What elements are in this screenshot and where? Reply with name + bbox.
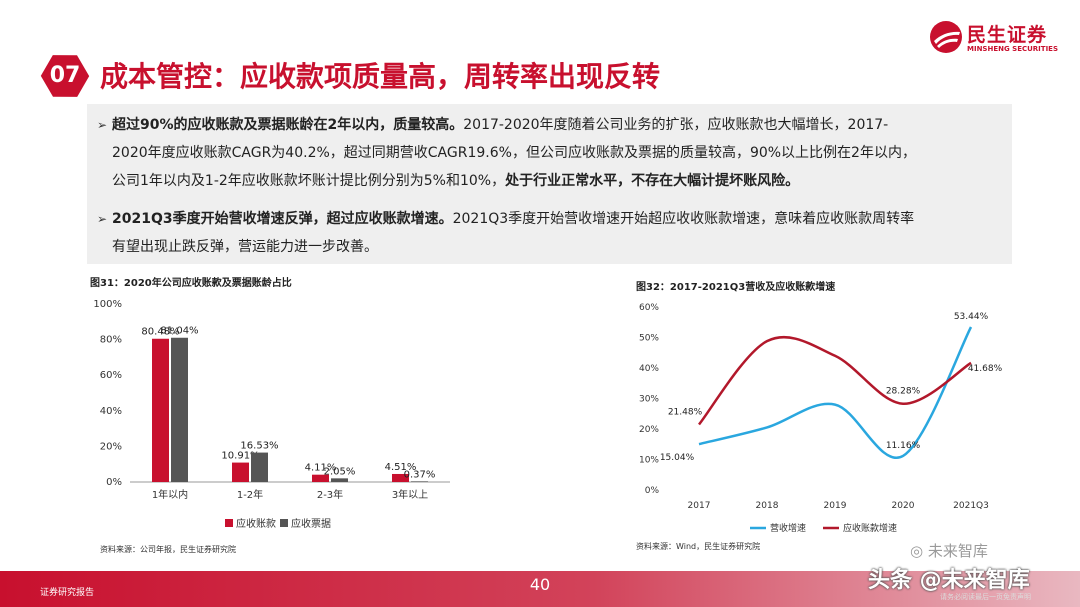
bullet-line: 超过90%的应收账款及票据账龄在2年以内，质量较高。2017-2020年度随着公… [112,111,1007,139]
y-tick-label: 10% [639,456,659,466]
bar-data-label: 2.05% [324,466,356,477]
figure-32-line-chart: 0% 10% 20% 30% 40% 50% 60% 2017 2018 2019 2020 2021… [639,303,1003,534]
y-tick-label: 0% [645,486,660,496]
brand-logo-icon [930,21,962,53]
bullet-run: 2017-2020年度随着公司业务的扩张，应收账款也大幅增长，2017- [463,117,889,133]
y-tick-label: 20% [639,425,659,435]
y-tick-label: 0% [106,477,122,488]
line-data-label: 28.28% [886,387,921,397]
line-data-label: 53.44% [954,312,989,322]
bar-notes [171,337,188,482]
y-tick-label: 20% [100,441,122,452]
bar-data-label: 0.37% [404,469,436,480]
bar-notes [251,452,268,482]
bullet-arrow-icon: ➢ [97,118,108,132]
line-data-label: 21.48% [668,407,703,417]
y-tick-label: 60% [100,370,122,381]
bullet-line: 2020年度应收账款CAGR为40.2%，超过同期营收CAGR19.6%，但公司… [112,139,1007,167]
series-line-receivables-growth [698,335,972,426]
wechat-icon: ◎ [910,542,924,560]
page-number: 40 [529,575,551,594]
brand-name-en: MINSHENG SECURITIES [967,45,1058,53]
bullet-text: 超过90%的应收账款及票据账龄在2年以内，质量较高。2017-2020年度随着公… [97,111,1007,195]
bullet-text: 2021Q3季度开始营收增速反弹，超过应收账款增速。2021Q3季度开始营收增速… [97,205,1007,261]
x-tick-label: 2017 [688,501,711,511]
x-tick-label: 2-3年 [317,488,343,501]
bar-data-label: 80.48% [141,327,179,338]
bullet-highlight: 处于行业正常水平，不存在大幅计提坏账风险。 [505,173,800,189]
bar-data-label: 4.11% [305,463,337,474]
y-tick-label: 40% [100,406,122,417]
figure-32-source: 资料来源：Wind，民生证券研究院 [636,542,761,551]
bar-receivables [392,473,409,482]
bar-data-label: 10.91% [221,451,259,462]
bar-receivables [152,338,169,482]
bullet-line: 公司1年以内及1-2年应收账款坏账计提比例分别为5%和10%，处于行业正常水平，… [112,167,1007,195]
bar-data-label: 16.53% [240,441,278,452]
line-data-label: 11.16% [886,441,921,451]
watermark-account: ◎ 未来智库 [910,540,988,561]
x-tick-label: 3年以上 [392,488,428,501]
brand-name-cn: 民生证券 [967,24,1048,46]
bullet-line: 2021Q3季度开始营收增速反弹，超过应收账款增速。2021Q3季度开始营收增速… [112,205,1007,233]
bullet-highlight: 2021Q3季度开始营收增速反弹，超过应收账款增速。 [112,211,453,227]
footer-label: 证券研究报告 [40,588,95,598]
bullet-run: 2020年度应收账款CAGR为40.2%，超过同期营收CAGR19.6%，但公司… [112,145,916,161]
page-title: 成本管控：应收款项质量高，周转率出现反转 [100,60,661,93]
section-number: 07 [49,63,81,88]
x-tick-label: 1-2年 [237,488,263,501]
summary-box [87,104,1012,264]
summary-bullet-2: ➢ 2021Q3季度开始营收增速反弹，超过应收账款增速。2021Q3季度开始营收… [97,205,1007,261]
figure-31-title: 图31：2020年公司应收账款及票据账龄占比 [90,278,292,289]
figure-32-title: 图32：2017-2021Q3营收及应收账款增速 [636,282,836,293]
series-line-revenue-growth [698,326,973,460]
bar-notes [331,478,348,482]
legend-label: 应收账款增速 [843,522,897,534]
y-tick-label: 40% [639,364,659,374]
section-number-badge [40,55,90,97]
bar-notes [411,481,428,482]
legend-label: 应收票据 [291,517,331,530]
bullet-run: 有望出现止跌反弹，营运能力进一步改善。 [112,239,378,255]
legend-label: 营收增速 [770,522,806,534]
watermark-account-text: 未来智库 [927,542,988,560]
watermark-toutiao: 头条 @未来智库 [868,568,1030,593]
x-tick-label: 2020 [892,501,915,511]
footer-bar [0,571,1080,607]
bullet-arrow-icon: ➢ [97,212,108,226]
line-data-label: 41.68% [968,364,1003,374]
summary-bullet-1: ➢ 超过90%的应收账款及票据账龄在2年以内，质量较高。2017-2020年度随… [97,111,1007,195]
x-tick-label: 2021Q3 [953,501,989,511]
bar-data-label: 81.04% [160,326,198,337]
y-tick-label: 80% [100,335,122,346]
watermark-disclaimer: 请务必阅读最后一页免责声明 [940,593,1031,601]
legend-swatch [225,519,233,527]
bar-data-label: 4.51% [385,462,417,473]
y-tick-label: 50% [639,334,659,344]
bullet-run: 2021Q3季度开始营收增速开始超应收收账款增速，意味着应收账款周转率 [452,211,915,227]
bar-receivables [312,474,329,482]
legend-label: 应收账款 [236,517,276,530]
bullet-run: 公司1年以内及1-2年应收账款坏账计提比例分别为5%和10%， [112,173,506,189]
brand-logo: 民生证券 MINSHENG SECURITIES [929,18,1059,60]
y-tick-label: 100% [93,299,122,310]
x-tick-label: 2018 [756,501,779,511]
figure-31-source: 资料来源：公司年报，民生证券研究院 [100,545,236,554]
bar-receivables [232,462,249,482]
bullet-highlight: 超过90%的应收账款及票据账龄在2年以内，质量较高。 [112,117,464,133]
x-tick-label: 2019 [824,501,847,511]
legend-swatch [280,519,288,527]
line-data-label: 15.04% [660,453,695,463]
y-tick-label: 60% [639,303,659,313]
x-tick-label: 1年以内 [152,488,188,501]
y-tick-label: 30% [639,395,659,405]
figure-31-bar-chart: 0% 20% 40% 60% 80% 100% 80.48%81.04% 1年以内 10.91%… [93,299,450,530]
bullet-line: 有望出现止跌反弹，营运能力进一步改善。 [112,233,1007,261]
